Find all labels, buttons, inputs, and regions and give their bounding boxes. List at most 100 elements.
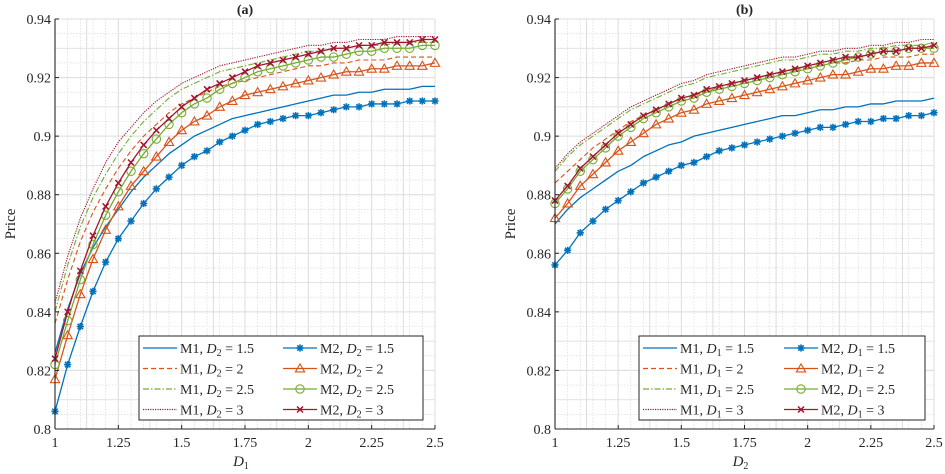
legend-label-param: D — [345, 383, 356, 398]
data-point — [75, 274, 86, 285]
x-stroke — [791, 65, 799, 73]
data-point — [418, 35, 426, 44]
series-m2-2-2 — [49, 57, 441, 384]
legend-label-model: M2 — [320, 363, 339, 378]
data-point — [652, 106, 660, 114]
legend-label-value: 1.5 — [376, 342, 394, 357]
series-line — [54, 56, 435, 324]
data-point — [62, 329, 74, 340]
legend-item: M1, D1 = 1.5 — [643, 342, 754, 359]
data-point — [140, 199, 148, 208]
legend-label-equals: = — [362, 404, 377, 419]
star-stroke — [640, 179, 647, 187]
legend-item: M1, D1 = 2 — [643, 363, 743, 380]
data-point — [815, 61, 826, 71]
data-point — [355, 103, 363, 111]
legend-box — [638, 335, 926, 421]
series-line — [54, 36, 435, 304]
legend-label-value: 2 — [376, 363, 383, 378]
data-point — [575, 166, 586, 177]
legend-label-equals: = — [863, 404, 878, 419]
x-stroke — [89, 232, 97, 240]
data-point — [804, 126, 812, 134]
legend-label: M1, D1 = 2 — [680, 363, 743, 380]
star-stroke — [905, 112, 912, 119]
legend-label-model: M1 — [180, 363, 199, 378]
y-tick-label: 0.92 — [27, 72, 52, 87]
series-m1-1-2_5 — [554, 41, 935, 172]
series-m2-1-1_5 — [551, 109, 938, 269]
data-point — [588, 154, 598, 165]
data-point — [663, 102, 674, 112]
legend-label-sep: , — [699, 342, 706, 357]
series-m2-2-3 — [51, 35, 439, 363]
legend-item: M1, D1 = 2.5 — [643, 383, 754, 400]
x-stroke — [627, 120, 635, 128]
data-point — [614, 196, 622, 205]
data-point — [627, 188, 635, 196]
x-tick-label: 2.25 — [359, 436, 384, 451]
data-point — [265, 64, 276, 74]
star-stroke — [191, 153, 198, 160]
data-point — [766, 71, 774, 79]
star-stroke — [216, 138, 223, 146]
data-point — [791, 129, 799, 137]
data-point — [877, 63, 890, 73]
legend-label-equals: = — [863, 342, 878, 357]
chart-title: (b) — [736, 3, 753, 18]
data-point — [879, 47, 887, 55]
data-point — [778, 132, 786, 140]
legend-marker-x — [296, 405, 304, 414]
y-tick-label: 0.94 — [527, 13, 552, 28]
legend-label: M2, D2 = 2 — [320, 363, 383, 380]
legend-label-param-subscript: 2 — [217, 348, 222, 359]
data-point — [665, 100, 673, 108]
data-point — [330, 44, 338, 52]
data-point — [138, 165, 150, 176]
data-point — [840, 55, 851, 65]
star-stroke — [892, 115, 900, 122]
series-m1-2-2_5 — [54, 41, 435, 313]
series-line — [554, 41, 935, 172]
data-point — [764, 83, 776, 94]
data-point — [328, 68, 340, 79]
legend-label-value: 2 — [236, 363, 243, 378]
x-stroke — [114, 179, 122, 187]
legend-label-param-subscript: 2 — [357, 369, 362, 380]
data-point — [342, 44, 350, 52]
legend-label-param: D — [705, 342, 716, 357]
x-stroke — [829, 56, 837, 64]
x-stroke — [216, 79, 224, 87]
star-stroke — [229, 132, 236, 140]
legend-label-value: 2.5 — [877, 383, 895, 398]
data-point — [651, 107, 661, 118]
legend-label-model: M1 — [180, 383, 199, 398]
series-m1-2-3 — [54, 36, 435, 304]
data-point — [254, 62, 262, 70]
data-point — [366, 46, 377, 56]
x-stroke — [76, 267, 84, 275]
data-point — [627, 120, 635, 128]
legend-item: M1, D2 = 1.5 — [143, 342, 254, 359]
data-point — [190, 153, 198, 161]
data-point — [126, 166, 136, 177]
legend-label-equals: = — [362, 363, 377, 378]
data-point — [614, 129, 622, 137]
x-stroke — [639, 112, 647, 120]
data-point — [226, 95, 238, 105]
data-point — [612, 145, 624, 155]
data-point — [429, 57, 441, 67]
data-point — [829, 56, 837, 64]
data-point — [574, 180, 586, 190]
data-point — [842, 53, 850, 61]
x-stroke — [602, 141, 610, 149]
legend-label-model: M1 — [180, 342, 199, 357]
legend-label-param-subscript: 2 — [357, 348, 362, 359]
legend-label-param-subscript: 2 — [217, 410, 222, 421]
series-m2-1-2 — [549, 57, 940, 223]
x-stroke — [140, 141, 148, 149]
data-point — [766, 135, 774, 143]
series-group — [49, 35, 441, 416]
x-stroke — [203, 85, 211, 93]
data-point — [201, 109, 213, 120]
